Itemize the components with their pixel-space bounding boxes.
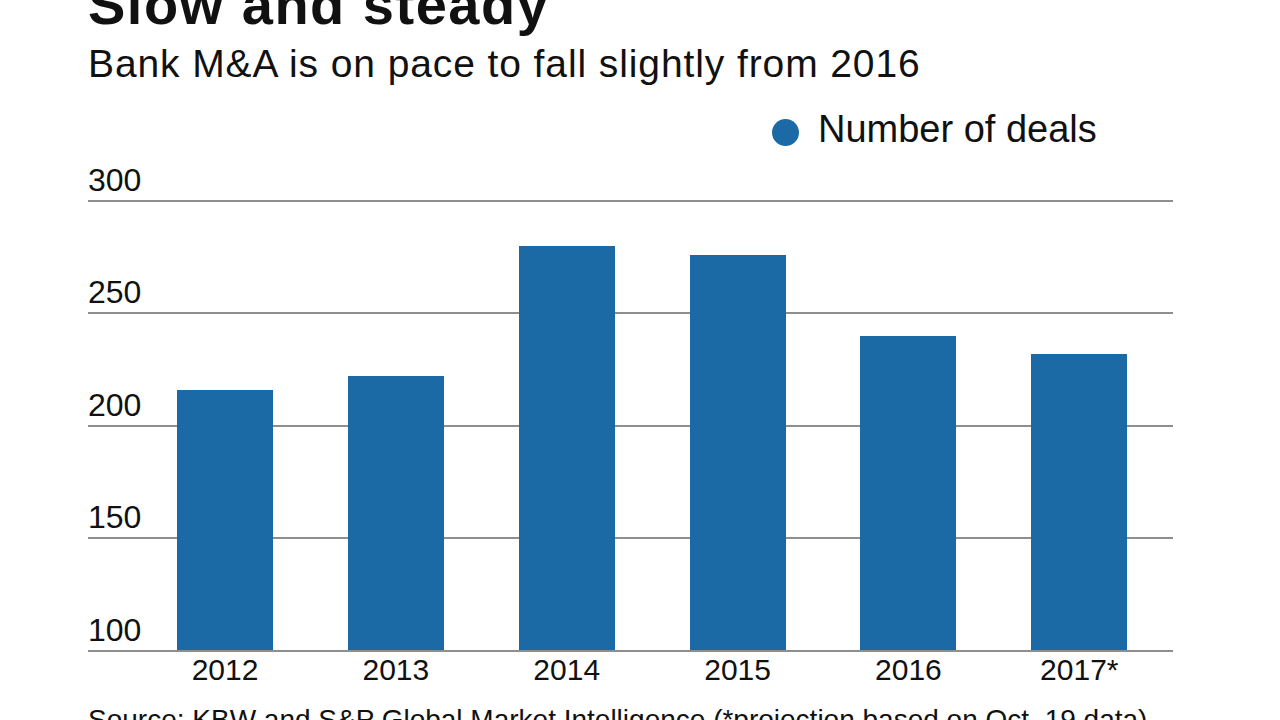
bar-2016 xyxy=(860,336,956,651)
x-tick-label-2016: 2016 xyxy=(818,655,998,685)
x-tick-label-2012: 2012 xyxy=(135,655,315,685)
gridline-250 xyxy=(88,312,1173,314)
source-note: Source: KBW and S&P Global Market Intell… xyxy=(88,706,1147,720)
x-tick-label-2017*: 2017* xyxy=(989,655,1169,685)
x-tick-label-2015: 2015 xyxy=(648,655,828,685)
bar-chart: Slow and steady Bank M&A is on pace to f… xyxy=(0,0,1280,720)
y-tick-label-250: 250 xyxy=(88,276,141,308)
bar-2017* xyxy=(1031,354,1127,651)
plot-area: 300 250 200 150 100 201220132014201520162017* xyxy=(0,0,1280,720)
y-tick-label-300: 300 xyxy=(88,164,141,196)
bar-2013 xyxy=(348,376,444,650)
x-tick-label-2014: 2014 xyxy=(477,655,657,685)
y-tick-label-150: 150 xyxy=(88,501,141,533)
bar-2015 xyxy=(690,255,786,651)
bar-2014 xyxy=(519,246,615,651)
x-tick-label-2013: 2013 xyxy=(306,655,486,685)
y-tick-label-200: 200 xyxy=(88,389,141,421)
bar-2012 xyxy=(177,390,273,651)
gridline-300 xyxy=(88,200,1173,202)
y-tick-label-100: 100 xyxy=(88,614,141,646)
